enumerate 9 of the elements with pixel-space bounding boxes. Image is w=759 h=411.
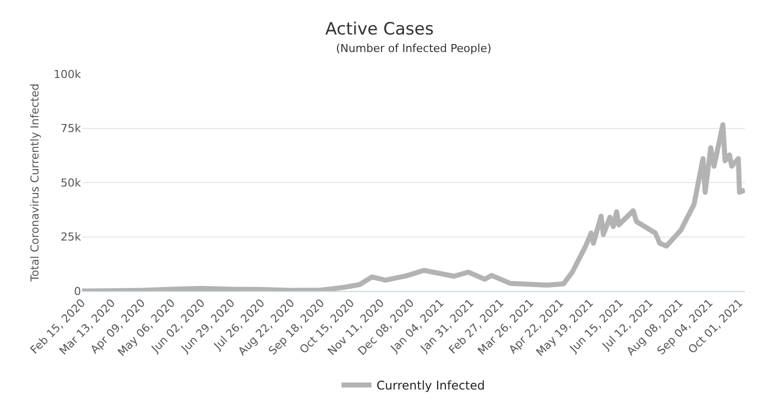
legend-label: Currently Infected (376, 378, 485, 393)
chart-title: Active Cases (325, 20, 434, 40)
y-tick-label: 100k (54, 68, 82, 81)
y-tick-label: 50k (60, 176, 82, 190)
y-tick-label: 0 (74, 284, 81, 298)
y-axis-title: Total Coronavirus Currently Infected (28, 84, 42, 282)
chart-subtitle: (Number of Infected People) (336, 42, 492, 55)
y-tick-label: 25k (60, 230, 82, 244)
y-tick-label: 75k (60, 122, 82, 136)
